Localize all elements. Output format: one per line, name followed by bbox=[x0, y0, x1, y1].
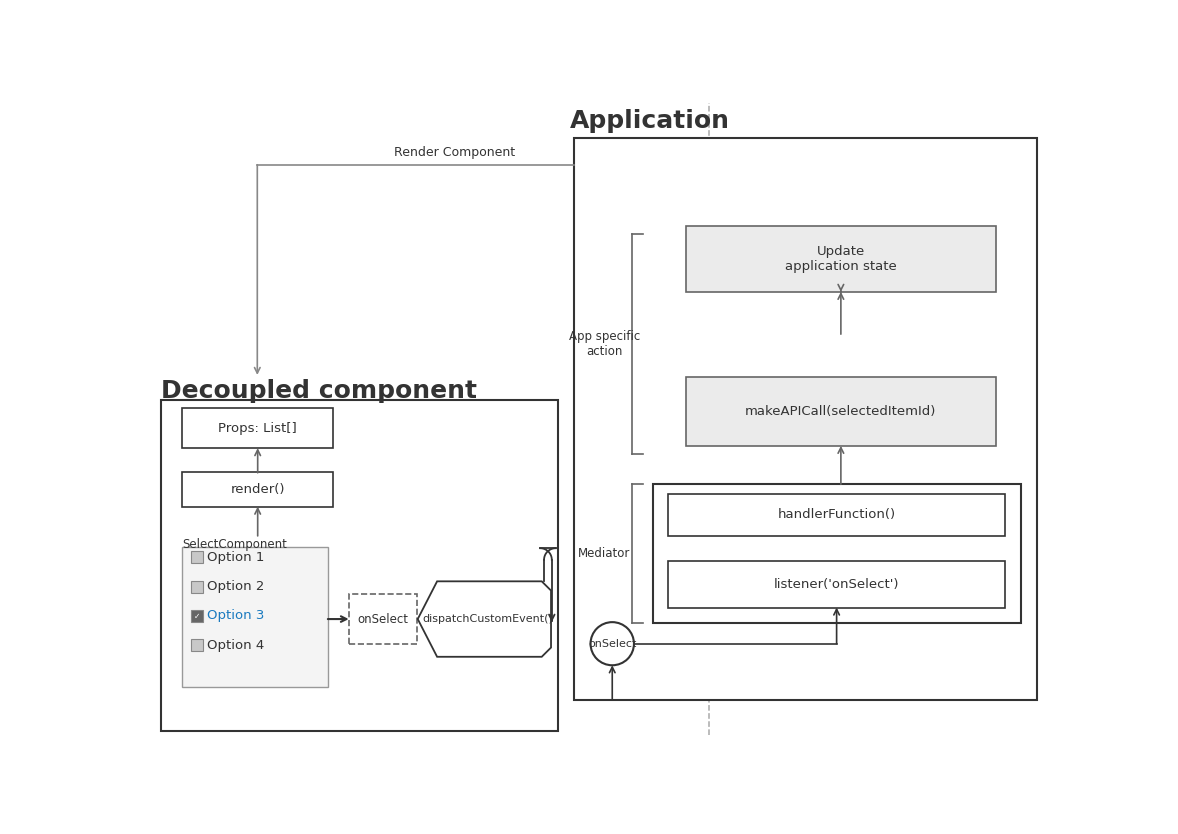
Text: Option 1: Option 1 bbox=[207, 551, 264, 564]
Text: Mediator: Mediator bbox=[578, 547, 630, 560]
Text: onSelect: onSelect bbox=[588, 639, 636, 649]
Text: ✓: ✓ bbox=[193, 611, 200, 620]
Text: Update
application state: Update application state bbox=[785, 245, 896, 273]
Text: listener('onSelect'): listener('onSelect') bbox=[774, 578, 899, 591]
Polygon shape bbox=[418, 581, 551, 657]
FancyBboxPatch shape bbox=[653, 485, 1020, 623]
FancyBboxPatch shape bbox=[183, 408, 333, 448]
FancyBboxPatch shape bbox=[349, 594, 417, 645]
Text: dispatchCustomEvent(): dispatchCustomEvent() bbox=[423, 614, 554, 624]
Text: Option 2: Option 2 bbox=[207, 580, 264, 593]
FancyBboxPatch shape bbox=[161, 399, 558, 731]
Circle shape bbox=[590, 622, 634, 666]
FancyBboxPatch shape bbox=[183, 472, 333, 506]
FancyBboxPatch shape bbox=[686, 376, 995, 446]
FancyBboxPatch shape bbox=[191, 640, 203, 651]
FancyBboxPatch shape bbox=[191, 610, 203, 622]
Text: makeAPICall(selectedItemId): makeAPICall(selectedItemId) bbox=[746, 404, 937, 418]
FancyBboxPatch shape bbox=[574, 138, 1037, 700]
FancyBboxPatch shape bbox=[191, 580, 203, 593]
Text: Application: Application bbox=[570, 109, 729, 133]
Text: Render Component: Render Component bbox=[393, 146, 515, 158]
FancyBboxPatch shape bbox=[668, 561, 1005, 607]
FancyBboxPatch shape bbox=[191, 551, 203, 564]
Text: Decoupled component: Decoupled component bbox=[161, 379, 477, 403]
Text: Option 4: Option 4 bbox=[207, 639, 264, 651]
FancyBboxPatch shape bbox=[686, 226, 995, 292]
Text: SelectComponent: SelectComponent bbox=[183, 538, 287, 551]
Text: App specific
action: App specific action bbox=[569, 329, 640, 358]
FancyBboxPatch shape bbox=[668, 494, 1005, 536]
Text: render(): render() bbox=[231, 483, 285, 496]
Text: Option 3: Option 3 bbox=[207, 610, 264, 622]
FancyBboxPatch shape bbox=[183, 546, 327, 687]
Text: handlerFunction(): handlerFunction() bbox=[777, 508, 895, 521]
Text: Props: List[]: Props: List[] bbox=[218, 422, 297, 435]
Text: onSelect: onSelect bbox=[357, 612, 409, 626]
